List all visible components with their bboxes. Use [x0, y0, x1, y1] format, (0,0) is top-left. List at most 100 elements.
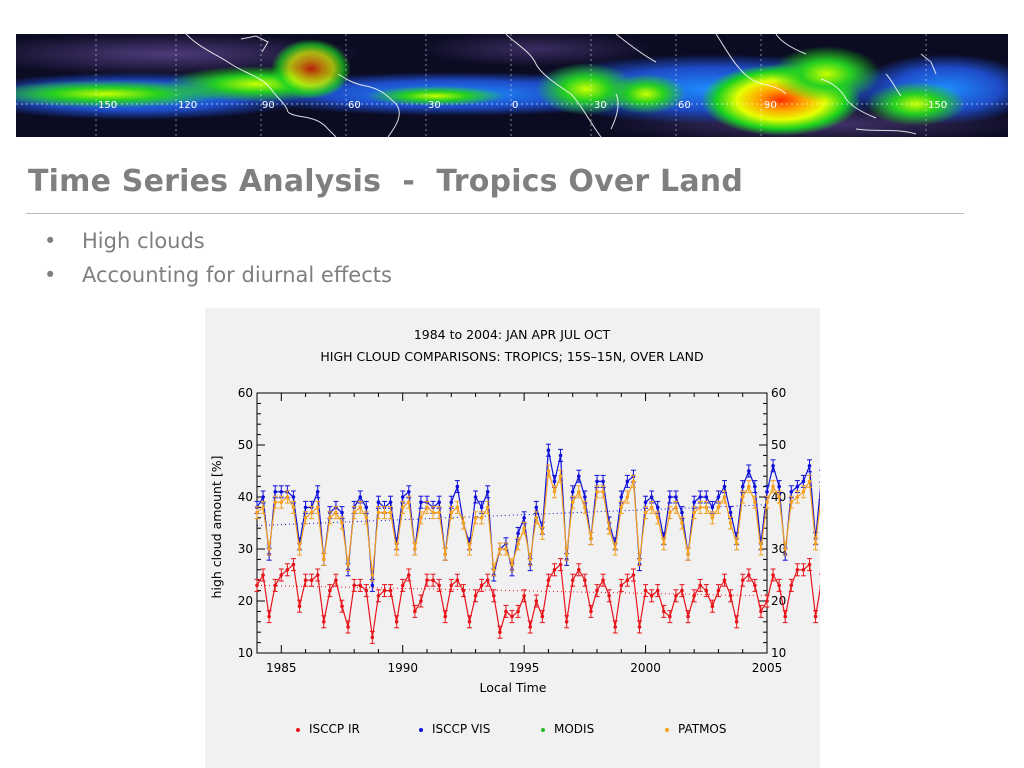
data-point: [340, 510, 344, 515]
data-point: [722, 484, 727, 489]
data-point: [668, 495, 672, 499]
data-point: [528, 625, 533, 629]
data-point: [680, 510, 684, 515]
data-point: [273, 500, 278, 504]
data-point: [801, 490, 806, 494]
data-point: [303, 505, 308, 510]
data-point: [607, 526, 611, 530]
longitude-label: 60: [678, 100, 691, 111]
data-point: [273, 583, 278, 588]
data-point: [328, 588, 332, 593]
data-point: [534, 516, 539, 520]
data-point: [583, 495, 587, 499]
data-point: [491, 594, 496, 598]
data-point: [437, 500, 441, 504]
data-point: [485, 490, 490, 494]
data-point: [698, 583, 703, 588]
series-line: [256, 563, 820, 638]
data-point: [710, 505, 715, 510]
data-point: [558, 562, 563, 567]
data-point: [813, 542, 818, 546]
data-point: [613, 547, 618, 551]
data-point: [698, 505, 703, 510]
data-point: [498, 630, 502, 634]
data-point: [376, 594, 381, 598]
data-point: [364, 505, 369, 510]
longitude-label: 90: [764, 100, 777, 111]
data-point: [619, 495, 624, 499]
data-point: [364, 516, 369, 520]
data-point: [285, 495, 290, 499]
x-tick-label: 1995: [509, 661, 540, 675]
data-point: [297, 547, 302, 551]
data-point: [291, 562, 296, 567]
data-point: [370, 573, 375, 577]
data-point: [546, 578, 551, 582]
data-point: [710, 604, 715, 608]
data-point: [473, 516, 478, 520]
data-point: [261, 505, 265, 510]
data-point: [771, 573, 775, 577]
bullet-text: Accounting for diurnal effects: [82, 263, 392, 287]
data-point: [334, 578, 338, 582]
data-point: [655, 516, 660, 520]
data-point: [649, 594, 654, 598]
data-point: [504, 609, 508, 614]
data-point: [479, 505, 484, 510]
data-point: [686, 552, 690, 556]
data-point: [807, 464, 812, 468]
data-point: [498, 547, 502, 551]
data-point: [504, 547, 508, 551]
data-point: [777, 583, 781, 588]
data-point: [704, 505, 709, 510]
data-point: [328, 516, 332, 520]
data-point: [376, 500, 381, 504]
data-point: [795, 495, 800, 499]
data-point: [425, 578, 429, 582]
chart-title: 1984 to 2004: JAN APR JUL OCT: [414, 327, 611, 342]
data-point: [564, 552, 569, 556]
data-point: [649, 495, 654, 499]
data-point: [455, 505, 460, 510]
longitude-label: 0: [512, 100, 518, 111]
y-axis-label: high cloud amount [%]: [209, 456, 224, 599]
trend-line: [256, 584, 768, 597]
data-point: [455, 578, 460, 582]
data-point: [400, 495, 405, 499]
legend-label: ISCCP IR: [309, 722, 360, 736]
data-point: [680, 521, 684, 525]
data-point: [686, 614, 690, 619]
data-point: [570, 490, 575, 494]
data-point: [759, 609, 763, 614]
y-tick-label: 60: [238, 386, 253, 400]
longitude-label: 150: [98, 100, 117, 111]
data-point: [619, 505, 624, 510]
data-point: [491, 568, 496, 572]
data-point: [625, 479, 630, 484]
data-point: [716, 588, 721, 593]
bullet-dot-icon: •: [44, 263, 57, 287]
data-point: [680, 588, 684, 593]
data-point: [734, 542, 739, 546]
data-point: [358, 583, 363, 588]
data-point: [655, 505, 660, 510]
data-point: [722, 578, 727, 582]
data-point: [789, 490, 794, 494]
bullet-item: • High clouds: [44, 226, 392, 260]
y-tick-label: 50: [238, 438, 253, 452]
chart-legend: ISCCP IR ISCCP VIS MODIS PATMOS: [296, 722, 727, 736]
data-point: [576, 568, 581, 572]
data-point: [734, 620, 739, 624]
longitude-label: 30: [594, 100, 607, 111]
data-point: [394, 547, 399, 551]
data-point: [552, 479, 557, 484]
data-point: [534, 505, 539, 510]
data-point: [352, 583, 356, 588]
data-point: [595, 588, 599, 593]
data-point: [516, 531, 520, 536]
data-point: [352, 510, 356, 515]
data-point: [789, 583, 794, 588]
data-point: [540, 531, 545, 536]
data-point: [285, 568, 290, 572]
y-tick-label-right: 50: [771, 438, 786, 452]
